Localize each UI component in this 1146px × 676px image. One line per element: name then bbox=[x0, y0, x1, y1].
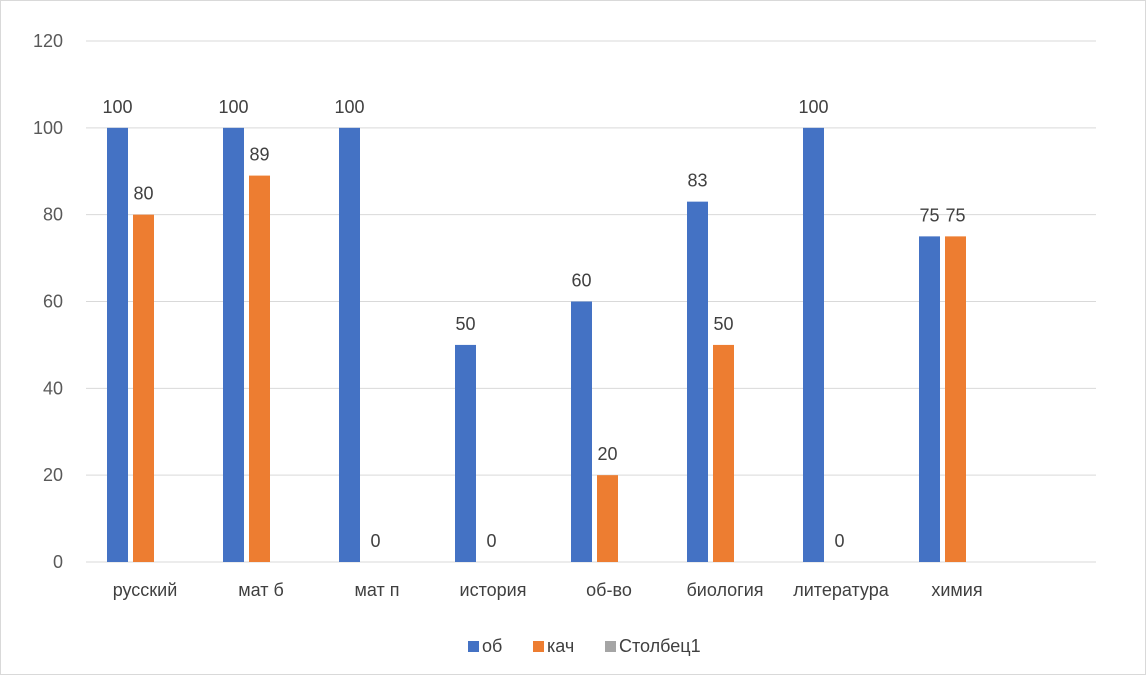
legend-item-ob: об bbox=[468, 636, 502, 656]
bar-kach-5 bbox=[713, 344, 734, 562]
x-category-label: история bbox=[460, 580, 527, 600]
bars bbox=[107, 127, 966, 562]
data-label: 50 bbox=[455, 314, 475, 334]
data-label: 50 bbox=[713, 314, 733, 334]
legend-swatch bbox=[533, 641, 544, 652]
y-tick-label: 100 bbox=[33, 118, 63, 138]
bar-kach-1 bbox=[249, 175, 270, 562]
x-axis-categories: русский мат б мат п история об-во биология лит… bbox=[113, 580, 983, 600]
x-category-label: русский bbox=[113, 580, 178, 600]
x-category-label: мат п bbox=[355, 580, 400, 600]
data-label: 0 bbox=[370, 531, 380, 551]
bar-ob-0 bbox=[107, 127, 128, 562]
data-label: 20 bbox=[597, 444, 617, 464]
bar-kach-7 bbox=[945, 236, 966, 562]
y-tick-label: 80 bbox=[43, 205, 63, 225]
bar-ob-3 bbox=[455, 344, 476, 562]
legend-label: об bbox=[482, 636, 502, 656]
data-label: 89 bbox=[249, 145, 269, 165]
data-label: 75 bbox=[919, 205, 939, 225]
bar-ob-4 bbox=[571, 301, 592, 562]
data-label: 100 bbox=[102, 97, 132, 117]
data-label: 100 bbox=[798, 97, 828, 117]
bar-kach-4 bbox=[597, 475, 618, 562]
data-label: 0 bbox=[834, 531, 844, 551]
data-label: 100 bbox=[218, 97, 248, 117]
data-label: 75 bbox=[945, 205, 965, 225]
x-category-label: литература bbox=[793, 580, 889, 600]
y-axis-ticks: 0 20 40 60 80 100 120 bbox=[33, 31, 63, 572]
data-label: 80 bbox=[133, 184, 153, 204]
data-label: 60 bbox=[571, 271, 591, 291]
bar-ob-2 bbox=[339, 127, 360, 562]
y-tick-label: 40 bbox=[43, 378, 63, 398]
data-label: 0 bbox=[486, 531, 496, 551]
legend-item-kach: кач bbox=[533, 636, 574, 656]
x-category-label: биология bbox=[686, 580, 763, 600]
y-tick-label: 0 bbox=[53, 552, 63, 572]
legend-swatch bbox=[468, 641, 479, 652]
y-tick-label: 20 bbox=[43, 465, 63, 485]
bar-ob-1 bbox=[223, 127, 244, 562]
legend-swatch bbox=[605, 641, 616, 652]
y-tick-label: 60 bbox=[43, 292, 63, 312]
x-category-label: об-во bbox=[586, 580, 632, 600]
bar-kach-0 bbox=[133, 214, 154, 562]
legend: об кач Столбец1 bbox=[468, 636, 701, 656]
bar-ob-7 bbox=[919, 236, 940, 562]
data-labels: 100 100 100 50 60 83 100 75 80 89 0 0 20 50 0 75 bbox=[102, 97, 965, 551]
data-label: 83 bbox=[687, 171, 707, 191]
bar-ob-6 bbox=[803, 127, 824, 562]
x-category-label: химия bbox=[931, 580, 982, 600]
legend-item-stolbets1: Столбец1 bbox=[605, 636, 701, 656]
legend-label: Столбец1 bbox=[619, 636, 701, 656]
data-label: 100 bbox=[334, 97, 364, 117]
legend-label: кач bbox=[547, 636, 574, 656]
x-category-label: мат б bbox=[238, 580, 284, 600]
y-tick-label: 120 bbox=[33, 31, 63, 51]
bar-ob-5 bbox=[687, 201, 708, 562]
